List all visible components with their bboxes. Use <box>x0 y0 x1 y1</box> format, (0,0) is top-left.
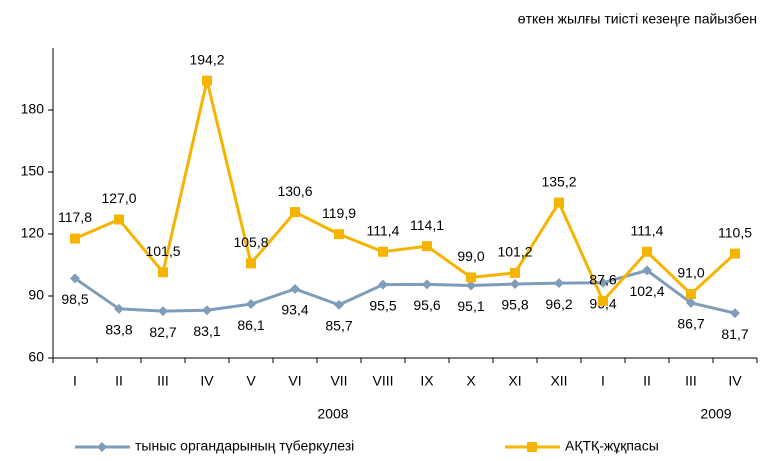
x-tick-label: I <box>601 373 605 389</box>
x-tick-label: XI <box>508 373 521 389</box>
y-tick-label: 60 <box>28 349 44 365</box>
data-label: 101,2 <box>497 244 532 260</box>
legend-marker <box>97 442 107 452</box>
point <box>290 283 300 294</box>
point <box>202 75 212 86</box>
x-tick-label: III <box>157 373 169 389</box>
point <box>70 233 80 244</box>
point <box>378 246 388 257</box>
point <box>246 258 256 269</box>
point <box>158 306 168 317</box>
x-tick-label: VIII <box>372 373 393 389</box>
x-tick-label: V <box>246 373 256 389</box>
data-label: 93,4 <box>281 302 308 318</box>
point <box>334 229 344 240</box>
data-label: 117,8 <box>58 209 92 225</box>
x-tick-label: IV <box>200 373 214 389</box>
x-tick-label: II <box>115 373 123 389</box>
point <box>422 279 432 290</box>
point <box>598 295 608 306</box>
data-label: 95,8 <box>501 297 528 313</box>
year-label: 2008 <box>317 406 348 422</box>
data-label: 135,2 <box>541 173 576 189</box>
data-label: 194,2 <box>189 51 224 67</box>
data-label: 91,0 <box>677 265 704 281</box>
y-tick-label: 150 <box>21 163 45 179</box>
point <box>686 297 696 308</box>
data-label: 99,0 <box>457 248 484 264</box>
point <box>598 277 608 288</box>
point <box>202 305 212 316</box>
point <box>510 267 520 278</box>
data-label: 114,1 <box>410 217 444 233</box>
x-tick-label: XII <box>550 373 567 389</box>
point <box>246 299 256 310</box>
data-label: 81,7 <box>721 326 748 342</box>
data-label: 130,6 <box>277 183 312 199</box>
point <box>686 288 696 299</box>
point <box>378 279 388 290</box>
data-label: 87,6 <box>589 272 616 288</box>
data-label: 95,5 <box>369 297 396 313</box>
point <box>510 279 520 290</box>
data-label: 111,4 <box>631 222 664 238</box>
point <box>554 197 564 208</box>
x-tick-label: IX <box>420 373 434 389</box>
point <box>422 241 432 252</box>
x-tick-label: VII <box>330 373 347 389</box>
point <box>466 272 476 283</box>
x-tick-label: IV <box>728 373 742 389</box>
point <box>114 303 124 314</box>
y-tick-label: 90 <box>28 287 44 303</box>
data-label: 111,4 <box>367 222 400 238</box>
x-tick-label: III <box>685 373 697 389</box>
data-label: 83,8 <box>105 322 132 338</box>
point <box>730 248 740 259</box>
point <box>466 280 476 291</box>
data-label: 101,5 <box>145 243 180 259</box>
point <box>334 299 344 310</box>
point <box>642 246 652 257</box>
data-label: 86,1 <box>237 317 264 333</box>
legend-label: тыныс органдарының түберкулезі <box>135 438 354 454</box>
data-label: 119,9 <box>322 205 356 221</box>
point <box>554 278 564 289</box>
y-tick-label: 120 <box>21 225 45 241</box>
data-label: 105,8 <box>233 234 268 250</box>
data-label: 96,2 <box>545 296 572 312</box>
data-label: 86,7 <box>677 316 704 332</box>
legend-label: АҚТҚ-жұқпасы <box>565 438 659 454</box>
data-label: 110,5 <box>718 224 752 240</box>
year-label: 2009 <box>700 406 731 422</box>
data-label: 85,7 <box>325 318 352 334</box>
data-label: 102,4 <box>629 283 664 299</box>
x-tick-label: II <box>643 373 651 389</box>
point <box>70 273 80 284</box>
data-label: 95,6 <box>413 297 440 313</box>
y-tick-label: 180 <box>21 101 45 117</box>
point <box>730 308 740 319</box>
data-label: 95,1 <box>457 298 484 314</box>
data-label: 82,7 <box>149 324 176 340</box>
data-label: 98,5 <box>61 291 88 307</box>
point <box>114 214 124 225</box>
point <box>158 267 168 278</box>
legend-marker <box>527 442 537 452</box>
x-tick-label: VI <box>288 373 301 389</box>
x-tick-label: I <box>73 373 77 389</box>
series-line <box>74 80 737 304</box>
point <box>642 265 652 276</box>
data-label: 83,1 <box>193 323 220 339</box>
x-tick-label: X <box>466 373 476 389</box>
data-label: 127,0 <box>101 190 136 206</box>
point <box>290 207 300 218</box>
chart-subtitle: өткен жылғы тиісті кезеңге пайызбен <box>518 11 757 27</box>
